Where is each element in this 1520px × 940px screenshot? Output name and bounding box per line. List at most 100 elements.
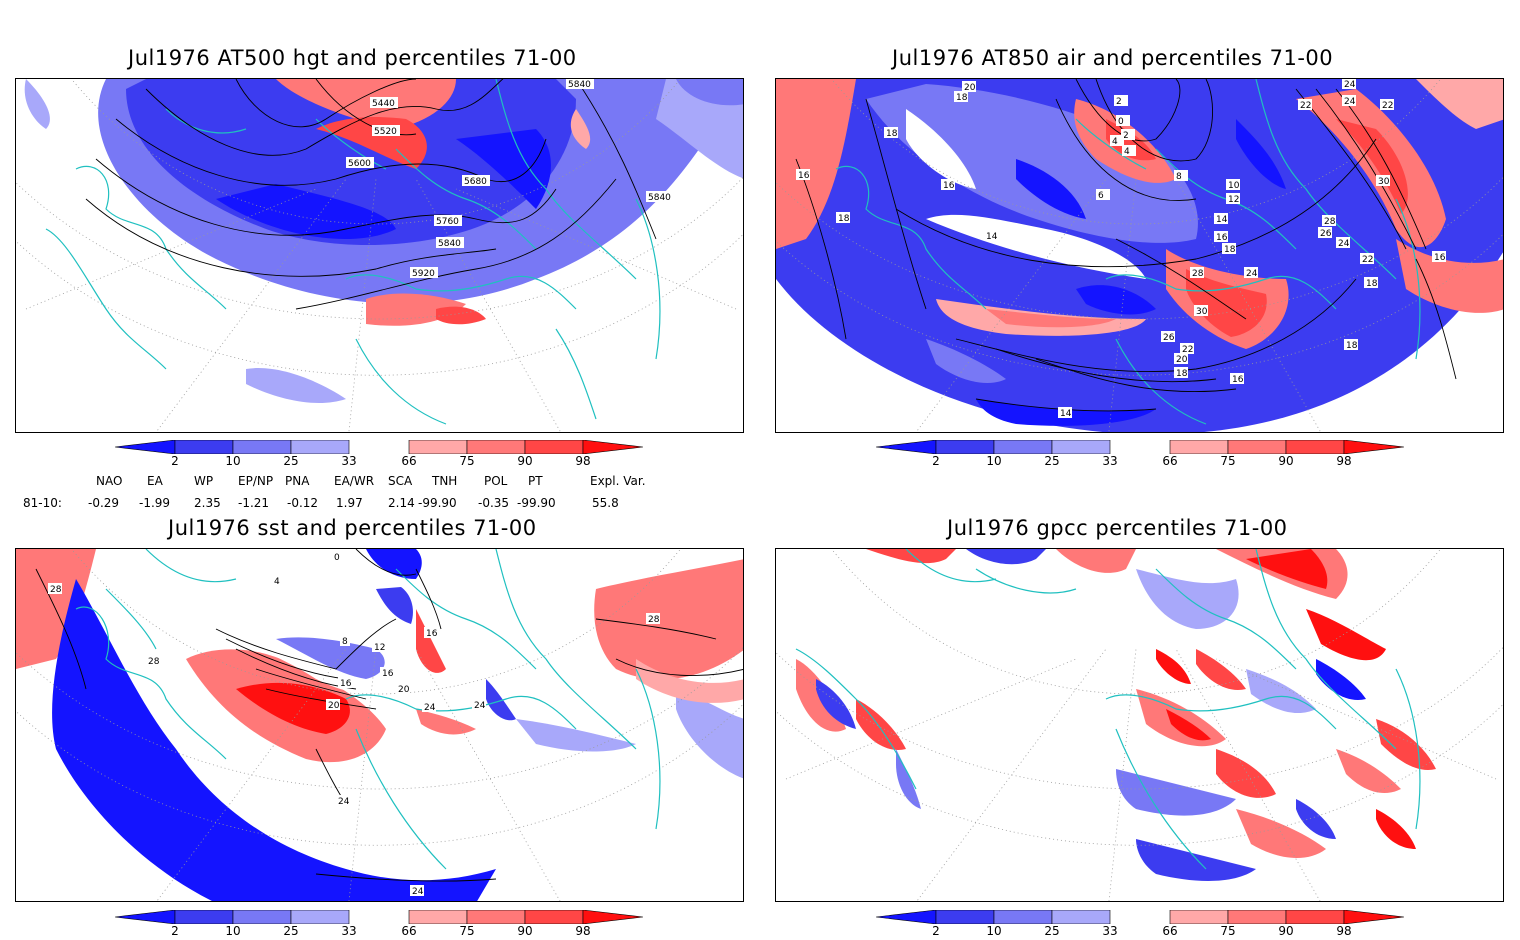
colorbar-label: 25 <box>1044 454 1060 468</box>
contour-label: 28 <box>1324 217 1336 227</box>
height-contours <box>85 79 657 310</box>
contour-label: 0 <box>334 553 340 563</box>
colorbar-label: 33 <box>341 924 357 938</box>
colorbar-label: 75 <box>1220 924 1236 938</box>
colorbar-label: 25 <box>283 924 299 938</box>
contour-label: 2 <box>1116 97 1122 107</box>
colorbar-label: 66 <box>1162 924 1178 938</box>
colorbar-label: 98 <box>575 924 591 938</box>
contour-label: 22 <box>1382 101 1393 111</box>
contour-label: 30 <box>1196 307 1208 317</box>
contour-label: 5840 <box>648 193 671 203</box>
contour-label: 22 <box>1300 101 1311 111</box>
contour-label: 16 <box>943 181 955 191</box>
colorbar-label: 75 <box>459 924 475 938</box>
panel-title-tr: Jul1976 AT850 air and percentiles 71-00 <box>892 46 1334 70</box>
map-panel-tl: 5440 5520 5600 5680 5760 5840 5920 5840 … <box>15 78 744 433</box>
colorbar-label: 66 <box>401 454 417 468</box>
coastlines <box>45 79 661 425</box>
tele-value: -99.90 <box>418 496 457 510</box>
tele-header: TNH <box>432 474 458 488</box>
contour-label: 16 <box>798 171 810 181</box>
colorbar-label: 90 <box>517 924 533 938</box>
tele-value: 2.35 <box>194 496 221 510</box>
tele-header: NAO <box>96 474 123 488</box>
contour-label: 12 <box>1228 195 1239 205</box>
contour-label: 22 <box>1362 255 1373 265</box>
precip-percentile-shading <box>796 549 1436 881</box>
colorbar-label: 2 <box>932 924 940 938</box>
contour-label: 8 <box>342 637 348 647</box>
contour-label: 5520 <box>374 127 397 137</box>
colorbar-br: 2 10 25 33 66 75 90 98 <box>876 910 1404 940</box>
colorbar-swatches <box>115 910 643 924</box>
map-graphic-tl: 5440 5520 5600 5680 5760 5840 5920 5840 … <box>16 79 743 432</box>
colorbar-bl: 2 10 25 33 66 75 90 98 <box>115 910 643 940</box>
contour-label: 4 <box>1112 137 1118 147</box>
teleconnection-table: NAO EA WP EP/NP PNA EA/WR SCA TNH POL PT… <box>0 474 760 514</box>
colorbar-label: 98 <box>1336 454 1352 468</box>
colorbar-label: 90 <box>1278 924 1294 938</box>
contour-label: 4 <box>274 577 280 587</box>
contour-label: 14 <box>1216 215 1228 225</box>
contour-label: 8 <box>1176 172 1182 182</box>
contour-label: 4 <box>1124 147 1130 157</box>
colorbar-label: 98 <box>575 454 591 468</box>
contour-label: 26 <box>1320 229 1332 239</box>
colorbar-label: 10 <box>225 454 241 468</box>
colorbar-tl: 2 10 25 33 66 75 90 98 <box>115 440 643 470</box>
colorbar-label: 33 <box>341 454 357 468</box>
colorbar-swatches <box>876 910 1404 924</box>
colorbar-label: 90 <box>1278 454 1294 468</box>
colorbar-label: 66 <box>1162 454 1178 468</box>
contour-label: 14 <box>986 232 998 242</box>
contour-label: 28 <box>648 615 660 625</box>
contour-label: 16 <box>1216 233 1228 243</box>
percentile-shading <box>776 79 1503 432</box>
contour-labels: 20 18 16 18 16 14 18 14 16 18 20 22 24 2… <box>796 79 1446 419</box>
tele-header: SCA <box>388 474 413 488</box>
contour-label: 5920 <box>412 269 435 279</box>
tele-value: 2.14 <box>388 496 415 510</box>
tele-value: -0.29 <box>88 496 120 510</box>
map-graphic-br <box>776 549 1503 901</box>
contour-label: 16 <box>340 679 352 689</box>
colorbar-label: 2 <box>932 454 940 468</box>
contour-label: 20 <box>1176 355 1188 365</box>
tele-value: -99.90 <box>517 496 556 510</box>
colorbar-label: 10 <box>986 924 1002 938</box>
contour-label: 18 <box>1346 341 1358 351</box>
colorbar-swatches <box>876 440 1404 454</box>
tele-header: EA <box>147 474 163 488</box>
contour-label: 5440 <box>372 99 395 109</box>
colorbar-label: 2 <box>171 924 179 938</box>
colorbar-tr: 2 10 25 33 66 75 90 98 <box>876 440 1404 470</box>
coastlines <box>835 79 1421 425</box>
tele-header: PT <box>528 474 543 488</box>
colorbar-label: 10 <box>225 924 241 938</box>
contour-label: 20 <box>398 685 410 695</box>
contour-label: 24 <box>1344 80 1356 90</box>
contour-label: 24 <box>424 703 436 713</box>
contour-label: 24 <box>412 887 424 897</box>
contour-label: 26 <box>1163 333 1175 343</box>
tele-header: POL <box>484 474 508 488</box>
colorbar-label: 25 <box>283 454 299 468</box>
tele-value: 55.8 <box>592 496 619 510</box>
panel-title-br: Jul1976 gpcc percentiles 71-00 <box>947 516 1288 540</box>
tele-value: 1.97 <box>336 496 363 510</box>
contour-label: 5760 <box>436 217 459 227</box>
tele-value: -0.35 <box>478 496 510 510</box>
contour-label: 28 <box>148 657 160 667</box>
panel-title-tl: Jul1976 AT500 hgt and percentiles 71-00 <box>128 46 577 70</box>
tele-value: -0.12 <box>287 496 319 510</box>
contour-label: 20 <box>964 83 976 93</box>
contour-label: 0 <box>1118 117 1124 127</box>
colorbar-label: 25 <box>1044 924 1060 938</box>
map-graphic-bl: 28 28 0 4 8 12 16 20 24 16 16 20 24 24 2… <box>16 549 743 901</box>
tele-header: WP <box>194 474 214 488</box>
contour-label: 24 <box>1338 239 1350 249</box>
coastlines <box>75 549 661 870</box>
tele-header: PNA <box>285 474 310 488</box>
graticule <box>776 79 1503 432</box>
